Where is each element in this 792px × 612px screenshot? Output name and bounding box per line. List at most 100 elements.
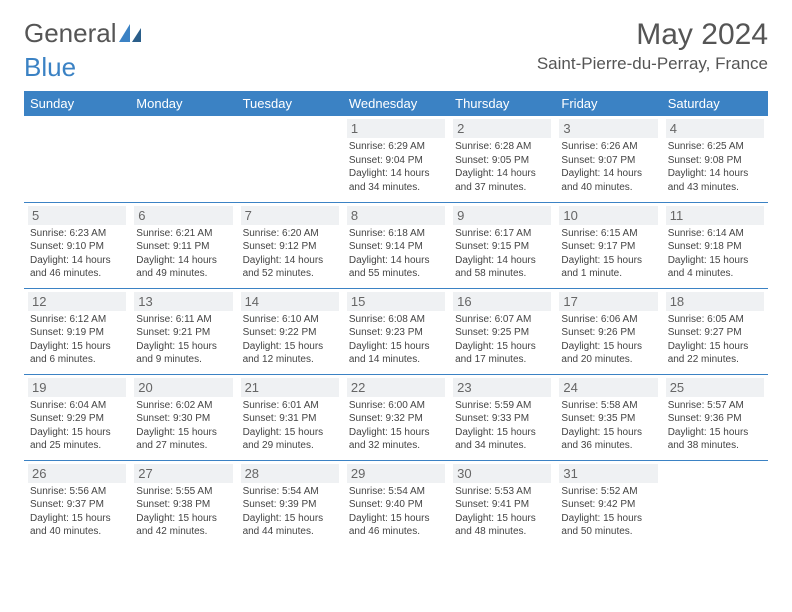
day-number: 22: [347, 378, 445, 397]
day-header: Monday: [130, 91, 236, 116]
day-header: Saturday: [662, 91, 768, 116]
day-number: 29: [347, 464, 445, 483]
day-info: Sunrise: 6:20 AMSunset: 9:12 PMDaylight:…: [241, 227, 339, 281]
day-number: 8: [347, 206, 445, 225]
day-info: Sunrise: 5:55 AMSunset: 9:38 PMDaylight:…: [134, 485, 232, 539]
day-info: Sunrise: 6:01 AMSunset: 9:31 PMDaylight:…: [241, 399, 339, 453]
calendar-cell: 12 Sunrise: 6:12 AMSunset: 9:19 PMDayligh…: [24, 288, 130, 374]
calendar-cell: 5Sunrise: 6:23 AMSunset: 9:10 PMDaylight…: [24, 202, 130, 288]
day-number: 14: [241, 292, 339, 311]
day-number: 10: [559, 206, 657, 225]
calendar-cell: 6 Sunrise: 6:21 AMSunset: 9:11 PMDaylight…: [130, 202, 236, 288]
day-info: Sunrise: 6:00 AMSunset: 9:32 PMDaylight:…: [347, 399, 445, 453]
day-number: 31: [559, 464, 657, 483]
day-header: Wednesday: [343, 91, 449, 116]
calendar-cell: 18 Sunrise: 6:05 AMSunset: 9:27 PMDayligh…: [662, 288, 768, 374]
day-number: 20: [134, 378, 232, 397]
day-header: Thursday: [449, 91, 555, 116]
day-header: Sunday: [24, 91, 130, 116]
calendar-cell: 14 Sunrise: 6:10 AMSunset: 9:22 PMDayligh…: [237, 288, 343, 374]
calendar-cell: [662, 460, 768, 546]
calendar-cell: [24, 116, 130, 202]
day-info: Sunrise: 6:14 AMSunset: 9:18 PMDaylight:…: [666, 227, 764, 281]
day-number: 17: [559, 292, 657, 311]
day-number: 12: [28, 292, 126, 311]
calendar-week-row: 5Sunrise: 6:23 AMSunset: 9:10 PMDaylight…: [24, 202, 768, 288]
day-number: 25: [666, 378, 764, 397]
day-info: Sunrise: 5:54 AMSunset: 9:40 PMDaylight:…: [347, 485, 445, 539]
day-info: Sunrise: 6:07 AMSunset: 9:25 PMDaylight:…: [453, 313, 551, 367]
day-number: 9: [453, 206, 551, 225]
day-number: 5: [28, 206, 126, 225]
calendar-cell: 30Sunrise: 5:53 AMSunset: 9:41 PMDayligh…: [449, 460, 555, 546]
day-info: Sunrise: 6:11 AMSunset: 9:21 PMDaylight:…: [134, 313, 232, 367]
day-info: Sunrise: 6:10 AMSunset: 9:22 PMDaylight:…: [241, 313, 339, 367]
day-number: 28: [241, 464, 339, 483]
calendar-cell: 22 Sunrise: 6:00 AMSunset: 9:32 PMDayligh…: [343, 374, 449, 460]
day-info: Sunrise: 6:21 AMSunset: 9:11 PMDaylight:…: [134, 227, 232, 281]
calendar-cell: 31Sunrise: 5:52 AMSunset: 9:42 PMDayligh…: [555, 460, 661, 546]
day-info: Sunrise: 6:28 AMSunset: 9:05 PMDaylight:…: [453, 140, 551, 194]
calendar-week-row: 26Sunrise: 5:56 AMSunset: 9:37 PMDayligh…: [24, 460, 768, 546]
calendar-week-row: 12 Sunrise: 6:12 AMSunset: 9:19 PMDayligh…: [24, 288, 768, 374]
calendar-cell: 20 Sunrise: 6:02 AMSunset: 9:30 PMDayligh…: [130, 374, 236, 460]
logo-text-b: Blue: [24, 52, 768, 83]
calendar-week-row: 1Sunrise: 6:29 AMSunset: 9:04 PMDaylight…: [24, 116, 768, 202]
calendar-cell: 11 Sunrise: 6:14 AMSunset: 9:18 PMDayligh…: [662, 202, 768, 288]
calendar-cell: 23 Sunrise: 5:59 AMSunset: 9:33 PMDayligh…: [449, 374, 555, 460]
calendar-cell: 16 Sunrise: 6:07 AMSunset: 9:25 PMDayligh…: [449, 288, 555, 374]
logo-sail-icon: [119, 24, 141, 44]
day-header-row: SundayMondayTuesdayWednesdayThursdayFrid…: [24, 91, 768, 116]
calendar-cell: [130, 116, 236, 202]
day-info: Sunrise: 5:54 AMSunset: 9:39 PMDaylight:…: [241, 485, 339, 539]
day-info: Sunrise: 6:02 AMSunset: 9:30 PMDaylight:…: [134, 399, 232, 453]
calendar-cell: 4Sunrise: 6:25 AMSunset: 9:08 PMDaylight…: [662, 116, 768, 202]
day-number: 11: [666, 206, 764, 225]
day-number: 13: [134, 292, 232, 311]
day-number: 19: [28, 378, 126, 397]
day-info: Sunrise: 6:17 AMSunset: 9:15 PMDaylight:…: [453, 227, 551, 281]
day-info: Sunrise: 6:18 AMSunset: 9:14 PMDaylight:…: [347, 227, 445, 281]
calendar-cell: 15 Sunrise: 6:08 AMSunset: 9:23 PMDayligh…: [343, 288, 449, 374]
calendar-cell: 26Sunrise: 5:56 AMSunset: 9:37 PMDayligh…: [24, 460, 130, 546]
day-number: 16: [453, 292, 551, 311]
calendar-cell: 25 Sunrise: 5:57 AMSunset: 9:36 PMDayligh…: [662, 374, 768, 460]
day-number: 27: [134, 464, 232, 483]
day-info: Sunrise: 5:59 AMSunset: 9:33 PMDaylight:…: [453, 399, 551, 453]
day-info: Sunrise: 5:57 AMSunset: 9:36 PMDaylight:…: [666, 399, 764, 453]
calendar-cell: 24Sunrise: 5:58 AMSunset: 9:35 PMDayligh…: [555, 374, 661, 460]
calendar-cell: 29 Sunrise: 5:54 AMSunset: 9:40 PMDayligh…: [343, 460, 449, 546]
day-number: 6: [134, 206, 232, 225]
day-number: 30: [453, 464, 551, 483]
calendar-cell: 21 Sunrise: 6:01 AMSunset: 9:31 PMDayligh…: [237, 374, 343, 460]
calendar-table: SundayMondayTuesdayWednesdayThursdayFrid…: [24, 91, 768, 546]
calendar-cell: 28 Sunrise: 5:54 AMSunset: 9:39 PMDayligh…: [237, 460, 343, 546]
calendar-cell: 8 Sunrise: 6:18 AMSunset: 9:14 PMDaylight…: [343, 202, 449, 288]
calendar-cell: 9 Sunrise: 6:17 AMSunset: 9:15 PMDaylight…: [449, 202, 555, 288]
day-info: Sunrise: 6:04 AMSunset: 9:29 PMDaylight:…: [28, 399, 126, 453]
day-header: Friday: [555, 91, 661, 116]
day-number: 15: [347, 292, 445, 311]
day-number: 21: [241, 378, 339, 397]
calendar-cell: 10 Sunrise: 6:15 AMSunset: 9:17 PMDayligh…: [555, 202, 661, 288]
day-number: 1: [347, 119, 445, 138]
day-info: Sunrise: 6:15 AMSunset: 9:17 PMDaylight:…: [559, 227, 657, 281]
calendar-cell: 2Sunrise: 6:28 AMSunset: 9:05 PMDaylight…: [449, 116, 555, 202]
month-title: May 2024: [537, 18, 768, 52]
logo: General: [24, 18, 141, 49]
calendar-cell: 19 Sunrise: 6:04 AMSunset: 9:29 PMDayligh…: [24, 374, 130, 460]
day-number: 7: [241, 206, 339, 225]
day-info: Sunrise: 6:25 AMSunset: 9:08 PMDaylight:…: [666, 140, 764, 194]
day-number: 24: [559, 378, 657, 397]
day-info: Sunrise: 6:12 AMSunset: 9:19 PMDaylight:…: [28, 313, 126, 367]
day-info: Sunrise: 6:08 AMSunset: 9:23 PMDaylight:…: [347, 313, 445, 367]
calendar-cell: 7 Sunrise: 6:20 AMSunset: 9:12 PMDaylight…: [237, 202, 343, 288]
calendar-body: 1Sunrise: 6:29 AMSunset: 9:04 PMDaylight…: [24, 116, 768, 546]
day-number: 23: [453, 378, 551, 397]
day-info: Sunrise: 5:56 AMSunset: 9:37 PMDaylight:…: [28, 485, 126, 539]
day-info: Sunrise: 6:05 AMSunset: 9:27 PMDaylight:…: [666, 313, 764, 367]
calendar-cell: 3Sunrise: 6:26 AMSunset: 9:07 PMDaylight…: [555, 116, 661, 202]
day-number: 18: [666, 292, 764, 311]
calendar-cell: 17Sunrise: 6:06 AMSunset: 9:26 PMDayligh…: [555, 288, 661, 374]
calendar-cell: 27 Sunrise: 5:55 AMSunset: 9:38 PMDayligh…: [130, 460, 236, 546]
